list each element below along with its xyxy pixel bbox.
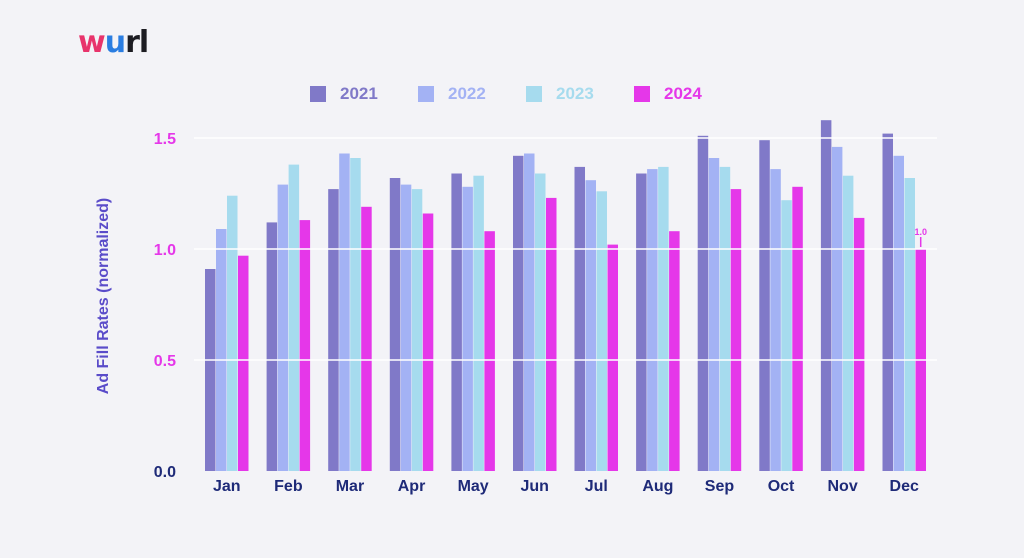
x-tick-label-Apr: Apr bbox=[398, 478, 426, 495]
legend-label: 2021 bbox=[340, 84, 378, 103]
bar-2021-Oct bbox=[759, 140, 770, 471]
legend-swatch bbox=[634, 86, 650, 102]
x-tick-label-Aug: Aug bbox=[642, 478, 673, 495]
bar-2023-Feb bbox=[288, 164, 300, 471]
x-tick-label-Oct: Oct bbox=[768, 478, 795, 495]
bar-2023-Oct bbox=[781, 200, 792, 471]
bar-2022-Dec bbox=[893, 155, 904, 472]
legend-label: 2022 bbox=[448, 84, 486, 103]
x-tick-label-Feb: Feb bbox=[274, 478, 303, 495]
wurl-logo: wurl bbox=[78, 25, 149, 60]
bar-2022-Feb bbox=[277, 184, 289, 471]
bar-2021-Nov bbox=[820, 120, 832, 471]
bar-2021-Jul bbox=[574, 166, 585, 471]
bar-2021-Sep bbox=[697, 135, 709, 472]
x-tick-label-Dec: Dec bbox=[890, 478, 919, 495]
bar-2022-Jan bbox=[216, 229, 227, 471]
bar-2024-Jun bbox=[546, 197, 557, 471]
legend-item-2022: 2022 bbox=[418, 84, 526, 104]
bar-2023-Jul bbox=[596, 191, 607, 472]
bar-2024-Jan bbox=[238, 255, 249, 471]
legend-item-2021: 2021 bbox=[310, 84, 418, 104]
bar-2022-Oct bbox=[770, 169, 781, 471]
bar-2024-May bbox=[484, 231, 495, 471]
bar-2021-Mar bbox=[328, 189, 339, 471]
bar-2023-May bbox=[473, 175, 484, 471]
bar-2024-Apr bbox=[422, 213, 434, 471]
bar-2022-Apr bbox=[400, 184, 412, 471]
bar-2024-Mar bbox=[361, 206, 372, 472]
bar-2024-Aug bbox=[669, 231, 680, 471]
bar-2023-Jun bbox=[535, 173, 546, 471]
bar-2021-May bbox=[451, 173, 462, 471]
bar-2021-Dec bbox=[882, 133, 893, 471]
bar-2024-Jul bbox=[607, 244, 618, 471]
bar-2024-Nov bbox=[853, 217, 865, 471]
legend-swatch bbox=[418, 86, 434, 102]
legend-label: 2024 bbox=[664, 84, 702, 103]
x-tick-label-Mar: Mar bbox=[336, 478, 364, 495]
bar-2022-Nov bbox=[831, 146, 843, 471]
bar-2022-Aug bbox=[647, 169, 658, 471]
bar-2023-Sep bbox=[719, 166, 731, 471]
bar-2023-Apr bbox=[411, 189, 423, 471]
bar-2023-Nov bbox=[842, 175, 854, 471]
y-tick-label: 1.5 bbox=[154, 131, 176, 148]
legend-label: 2023 bbox=[556, 84, 594, 103]
legend-swatch bbox=[310, 86, 326, 102]
bar-2021-Apr bbox=[389, 178, 401, 471]
bar-2022-Jun bbox=[524, 153, 535, 471]
bar-2022-Jul bbox=[585, 180, 596, 471]
bar-2021-Aug bbox=[636, 173, 647, 471]
bar-2023-Aug bbox=[658, 166, 669, 471]
bar-2021-Jun bbox=[513, 155, 524, 472]
legend-item-2023: 2023 bbox=[526, 84, 634, 104]
bar-2024-Oct bbox=[792, 186, 803, 472]
bar-2021-Feb bbox=[266, 222, 278, 471]
bar-2023-Mar bbox=[350, 158, 361, 471]
x-tick-label-Jan: Jan bbox=[213, 478, 241, 495]
annotation-label: 1.0 bbox=[914, 227, 927, 237]
bars-layer bbox=[205, 120, 926, 472]
y-tick-label: 0.5 bbox=[154, 353, 176, 370]
x-tick-label-Nov: Nov bbox=[828, 478, 858, 495]
x-tick-label-Sep: Sep bbox=[705, 478, 735, 495]
bar-2022-Sep bbox=[708, 158, 720, 471]
bar-2024-Feb bbox=[299, 220, 311, 471]
bar-2022-May bbox=[462, 186, 473, 472]
x-tick-label-May: May bbox=[458, 478, 489, 495]
y-tick-label: 0.0 bbox=[154, 464, 176, 481]
y-tick-label: 1.0 bbox=[154, 242, 176, 259]
bar-2021-Jan bbox=[205, 269, 216, 471]
bar-2024-Sep bbox=[730, 189, 742, 471]
bar-2022-Mar bbox=[339, 153, 350, 471]
x-tick-label-Jun: Jun bbox=[520, 478, 548, 495]
chart-legend: 2021 2022 2023 2024 bbox=[310, 84, 742, 104]
bar-2023-Dec bbox=[904, 178, 915, 471]
bar-2023-Jan bbox=[227, 195, 238, 471]
x-tick-label-Jul: Jul bbox=[585, 478, 608, 495]
legend-swatch bbox=[526, 86, 542, 102]
legend-item-2024: 2024 bbox=[634, 84, 742, 104]
